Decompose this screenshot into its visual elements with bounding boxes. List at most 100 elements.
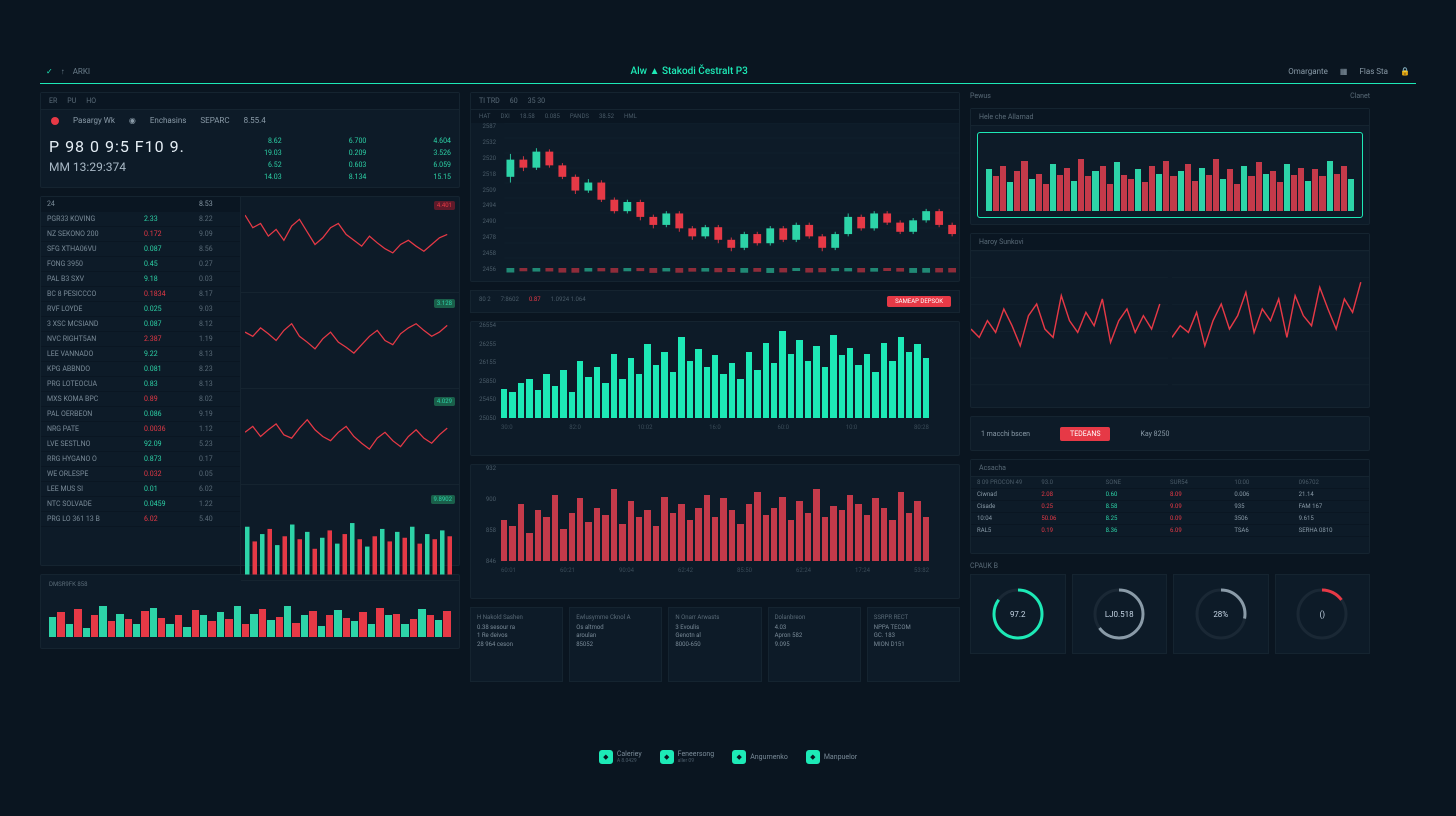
footer-icon: ◆	[732, 750, 746, 764]
ticker-row[interactable]: LEE VANNADO9.228.13	[41, 347, 240, 362]
gauge: 97.2	[970, 574, 1066, 654]
ticker-row[interactable]: LVE SESTLNO92.095.23	[41, 437, 240, 452]
footer-item[interactable]: ◆Angurnenko	[732, 750, 788, 764]
summary-cell: 0.209	[296, 149, 367, 157]
summary-cell: 15.15	[380, 173, 451, 181]
summary-cell: 8.134	[296, 173, 367, 181]
toolbar-item[interactable]: PANDS	[570, 113, 589, 120]
tab[interactable]: 60	[510, 97, 518, 105]
dual-chart-left	[971, 251, 1168, 413]
data-table-panel: Acsacha 8 09 PROCON 4993.0SONESUR5410:00…	[970, 459, 1370, 554]
gauge: ()	[1275, 574, 1371, 654]
summary-panel: ER PU HO Pasargy Wk ◉ Enchasins SEPARC 8…	[40, 92, 460, 188]
mini-chart[interactable]: 4.029	[241, 389, 459, 485]
table-row[interactable]: 10:0450.068.250.0935069.615	[971, 513, 1369, 525]
toolbar-item[interactable]: HML	[624, 113, 637, 120]
tab[interactable]: ER	[49, 97, 57, 105]
sparkline-panel: DMSR9FK 858	[40, 574, 460, 649]
col3-top-label: Pewus	[970, 92, 991, 100]
topbar-link-1[interactable]: Omargante	[1288, 67, 1328, 76]
ticker-row[interactable]: PAL OERBEON0.0869.19	[41, 407, 240, 422]
gauges-label: CPAUK B	[970, 562, 1370, 570]
mini-chart[interactable]: 9.8902	[241, 485, 459, 581]
toolbar-item: 0.87	[529, 296, 541, 307]
gauges-section: CPAUK B 97.2LJ0.51828%()	[970, 562, 1370, 654]
ticker-row[interactable]: MXS KOMA BPC0.898.02	[41, 392, 240, 407]
gauge: 28%	[1173, 574, 1269, 654]
footer-item[interactable]: ◆Manpuelor	[806, 750, 857, 764]
field-2: 8.55.4	[244, 116, 266, 125]
stat-card: N Onarr Arwasts3 EvoulisGenotn al8000-65…	[668, 607, 761, 682]
order-panel: 1 macchi bscen TEDEANS Kay 8250	[970, 416, 1370, 451]
mini-chart[interactable]: 4.401	[241, 197, 459, 293]
lock-icon[interactable]: 🔒	[1400, 67, 1410, 76]
ticker-row[interactable]: NRG PATE0.00361.12	[41, 422, 240, 437]
calendar-icon: ▦	[1340, 67, 1348, 76]
summary-cell: 6.52	[211, 161, 282, 169]
sparkline-chart	[49, 592, 451, 637]
topbar-title: ARKI	[73, 67, 90, 76]
candlestick-chart[interactable]: 2587253225202518250924942490247824582456	[471, 123, 959, 273]
ticker-row[interactable]: LEE MUS SI0.016.02	[41, 482, 240, 497]
ticker-row[interactable]: PRG LO 361 13 B6.025.40	[41, 512, 240, 527]
ticker-row[interactable]: SFG XTHA06VU0.0878.56	[41, 242, 240, 257]
check-icon: ✓	[46, 67, 53, 76]
tab[interactable]: TI TRD	[479, 97, 500, 105]
ticker-row[interactable]: FONG 39500.450.27	[41, 257, 240, 272]
table-row[interactable]: Ciwnad2.080.608.090.00621.14	[971, 489, 1369, 501]
toolbar-item[interactable]: DXI	[500, 113, 509, 120]
field-1: SEPARC	[200, 116, 229, 125]
ticker-row[interactable]: WE ORLESPE0.0320.05	[41, 467, 240, 482]
chart-badge: 4.401	[434, 201, 455, 210]
main-price: P 98 0 9:5 F10 9.	[49, 137, 199, 156]
chart-badge: 4.029	[434, 397, 455, 406]
triangle-icon: ▲	[650, 66, 660, 77]
footer-item[interactable]: ◆Feneersongaller 09	[660, 750, 715, 764]
ticker-row[interactable]: PRG LOTEOCUA0.838.13	[41, 377, 240, 392]
center-prefix: Alw	[630, 66, 647, 77]
dual-chart-right	[1172, 251, 1369, 413]
table-row[interactable]: Cisade0.258.589.09935FAM 167	[971, 501, 1369, 513]
ticker-row[interactable]: PGR33 KOVING2.338.22	[41, 212, 240, 227]
stat-card: SSRPR RECTNPPA TECOMGC. 183MION D151	[867, 607, 960, 682]
toolbar-item[interactable]: 38.52	[599, 113, 614, 120]
tab[interactable]: 35 30	[528, 97, 545, 105]
mini-chart[interactable]: 3.128	[241, 293, 459, 389]
footer-icon: ◆	[806, 750, 820, 764]
order-field-2: Kay 8250	[1140, 430, 1169, 438]
table-row[interactable]: RAL50.198.366.09TSA6SERHA 0810	[971, 525, 1369, 537]
app-title: Stakodi Čestralt P3	[662, 66, 748, 77]
ticker-row[interactable]: RVF LOYDE0.0259.03	[41, 302, 240, 317]
ticker-row[interactable]: NZ SEKONO 2000.1729.09	[41, 227, 240, 242]
action-button[interactable]: SAMEAP DEPSOK	[887, 296, 951, 307]
toolbar-item[interactable]: HAT	[479, 113, 490, 120]
chart-badge: 3.128	[434, 299, 455, 308]
ticker-row[interactable]: RRG HYGANO O0.8730.17	[41, 452, 240, 467]
status-dot-icon	[51, 117, 59, 125]
footer-item[interactable]: ◆CalerieyA 8.0429	[599, 750, 642, 764]
ticker-row[interactable]: NVC RIGHT5AN2.3871.19	[41, 332, 240, 347]
toolbar-item[interactable]: 0.085	[545, 113, 560, 120]
stats-cards: H Nakold Sashen0.38 sesour ra1 Re deivos…	[470, 607, 960, 682]
mid-toolbar: 80 2 7:8602 0.87 1.0924 1.064 SAMEAP DEP…	[470, 290, 960, 313]
ticker-row[interactable]: 3 XSC MCSIAND0.0878.12	[41, 317, 240, 332]
tab[interactable]: HO	[86, 97, 96, 105]
ticker-row[interactable]: PAL B3 SXV9.180.03	[41, 272, 240, 287]
table-title: Acsacha	[979, 464, 1006, 472]
chart-badge: 9.8902	[431, 495, 455, 504]
ticker-row[interactable]: BC 8 PESICCCO0.18348.17	[41, 287, 240, 302]
topbar-link-2[interactable]: Flas Sta	[1359, 67, 1388, 76]
toolbar-item: 7:8602	[501, 296, 519, 307]
chart-sub-toolbar: HAT DXI 18.58 0.085 PANDS 38.52 HML	[471, 110, 959, 123]
order-button[interactable]: TEDEANS	[1060, 427, 1110, 441]
status-badge: ◉	[129, 116, 136, 125]
mini-volume-chart	[986, 139, 1354, 211]
ticker-row[interactable]: KPG ABBNDO0.0818.23	[41, 362, 240, 377]
toolbar-item[interactable]: 18.58	[520, 113, 535, 120]
tab[interactable]: PU	[67, 97, 76, 105]
volume-red-panel: 932900858846 60:0160:2190:0462:4285:5062…	[470, 464, 960, 599]
column-center: TI TRD 60 35 30 HAT DXI 18.58 0.085 PANDS 38.…	[470, 92, 960, 742]
ticker-row[interactable]: NTC SOLVADE0.04591.22	[41, 497, 240, 512]
summary-cell: 3.526	[380, 149, 451, 157]
footer-icon: ◆	[660, 750, 674, 764]
